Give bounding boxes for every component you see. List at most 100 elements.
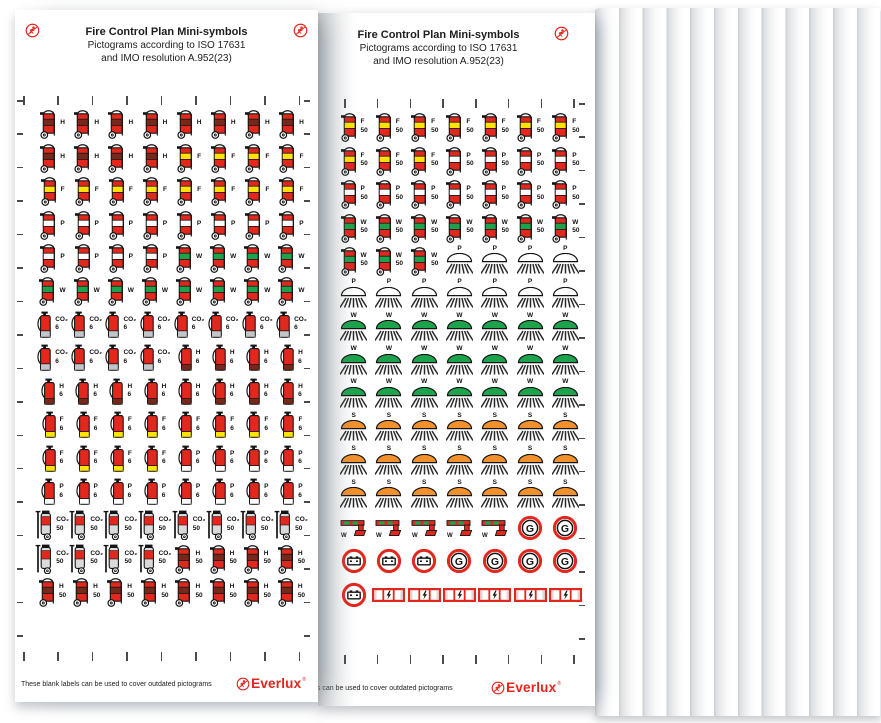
cut-mark: [304, 601, 310, 604]
wheeled-extinguisher-icon: [516, 178, 535, 209]
symbol-wheeled-extinguisher-H: H 50: [240, 543, 274, 574]
symbol-label: CO₂ 50: [159, 517, 172, 532]
symbol-letter: H: [93, 583, 98, 591]
symbol-letter: W: [526, 311, 534, 319]
co2-cylinder-trolley-icon: [138, 509, 157, 541]
symbol-wheeled-extinguisher-H: H 50: [137, 576, 171, 608]
symbol-number: 6: [298, 357, 302, 365]
symbol-letter: F: [395, 118, 400, 126]
g-circle-icon: G: [517, 548, 543, 574]
symbol-letter: P: [59, 483, 64, 491]
symbol-spray-nozzle-S: S: [548, 446, 583, 476]
wheeled-extinguisher-icon: [74, 209, 93, 240]
symbol-wheeled-extinguisher-W: W 50: [512, 212, 547, 243]
symbol-wheeled-extinguisher-P: P 50: [512, 145, 547, 176]
cut-mark: [540, 655, 543, 664]
symbol-letter: F: [299, 186, 304, 194]
symbol-wheeled-extinguisher-W: W: [172, 275, 206, 307]
symbol-letter: H: [297, 549, 303, 557]
symbol-row: H 50 H 50 H 50 H 50 H 50 H 50: [15, 575, 318, 608]
symbol-wheeled-extinguisher-F: F 50: [407, 111, 442, 143]
symbol-letter: P: [563, 278, 568, 286]
symbol-spray-nozzle-S: S: [477, 412, 512, 443]
symbol-letter: CO₂: [89, 315, 102, 323]
spray-nozzle-icon: [516, 487, 544, 509]
symbol-label: W: [128, 287, 134, 295]
wheeled-extinguisher-icon: [73, 275, 92, 307]
symbol-wheeled-extinguisher-H: H 50: [274, 543, 308, 574]
symbol-label: P 50: [537, 186, 544, 201]
spray-nozzle-icon: [375, 353, 403, 376]
symbol-letter: W: [298, 286, 305, 294]
symbol-letter: H: [229, 349, 235, 357]
symbol-wheeled-extinguisher-F: F 50: [371, 111, 406, 143]
symbol-row: H H H H F F: [15, 140, 318, 173]
wheeled-extinguisher-icon: [340, 178, 359, 209]
symbol-number: 6: [93, 391, 97, 399]
symbol-label: P: [129, 220, 133, 228]
symbol-label: H 50: [161, 584, 168, 599]
symbol-wheeled-extinguisher-F: F: [240, 142, 274, 173]
wheeled-extinguisher-icon: [516, 145, 535, 176]
portable-extinguisher-icon: [139, 344, 156, 372]
symbol-letter: H: [128, 152, 134, 160]
cut-mark: [442, 99, 444, 108]
cut-mark: [195, 652, 197, 661]
symbol-number: 50: [127, 591, 135, 599]
symbol-wheeled-extinguisher-H: H: [103, 108, 137, 140]
symbol-label: P 50: [361, 186, 368, 201]
symbol-letter: W: [456, 345, 463, 353]
symbol-letter: F: [265, 152, 270, 160]
symbol-wheeled-extinguisher-F: F 50: [371, 145, 406, 176]
symbol-number: 6: [127, 491, 132, 499]
symbol-emergency-switchboard: [512, 587, 547, 602]
wheeled-extinguisher-icon: [107, 275, 126, 307]
symbol-label: F: [163, 187, 167, 194]
cut-mark: [298, 652, 300, 661]
symbol-wheeled-extinguisher-F: F 50: [442, 111, 477, 143]
symbol-label: H 50: [264, 584, 271, 599]
cut-mark: [376, 655, 379, 664]
symbol-co2-cylinder-trolley-CO2: CO₂ 50: [240, 509, 274, 541]
symbol-letter: F: [231, 186, 236, 194]
wheeled-extinguisher-icon: [209, 576, 228, 608]
symbol-number: 50: [360, 160, 368, 168]
wheeled-extinguisher-icon: [38, 275, 57, 307]
symbol-spray-nozzle-S: S: [512, 479, 547, 510]
symbol-row: W W W W W G G: [318, 511, 595, 544]
symbol-spray-nozzle-W: W: [371, 346, 406, 376]
symbol-number: 50: [58, 591, 67, 599]
symbol-letter: P: [94, 219, 99, 227]
cut-mark: [304, 367, 310, 370]
symbol-letter: W: [395, 218, 402, 226]
symbol-letter: F: [197, 186, 202, 194]
co2-cylinder-trolley-icon: [103, 543, 122, 574]
symbol-row: W 50 W 50 W 50 W 50 W 50 W 50: [318, 210, 595, 243]
symbol-label: H 50: [264, 550, 271, 566]
symbol-number: 50: [466, 227, 474, 235]
symbol-number: 50: [431, 227, 439, 235]
symbol-number: 50: [295, 524, 303, 532]
symbol-label: F: [265, 187, 269, 194]
cut-mark: [409, 655, 412, 664]
cut-marks-bottom: [344, 655, 575, 664]
symbol-number: 6: [59, 424, 64, 432]
portable-extinguisher-icon: [207, 311, 224, 338]
symbol-letter: P: [536, 185, 542, 193]
symbol-letter: F: [60, 186, 65, 194]
symbol-letter: CO₂: [124, 516, 138, 524]
co2-cylinder-trolley-icon: [274, 509, 293, 541]
symbol-spray-nozzle-W: W: [371, 312, 406, 343]
portable-extinguisher-icon: [143, 411, 160, 438]
symbol-letter: H: [161, 583, 167, 591]
g-circle-icon: G: [552, 515, 578, 541]
battery-circle-icon: [341, 548, 367, 574]
cut-mark: [17, 568, 23, 570]
